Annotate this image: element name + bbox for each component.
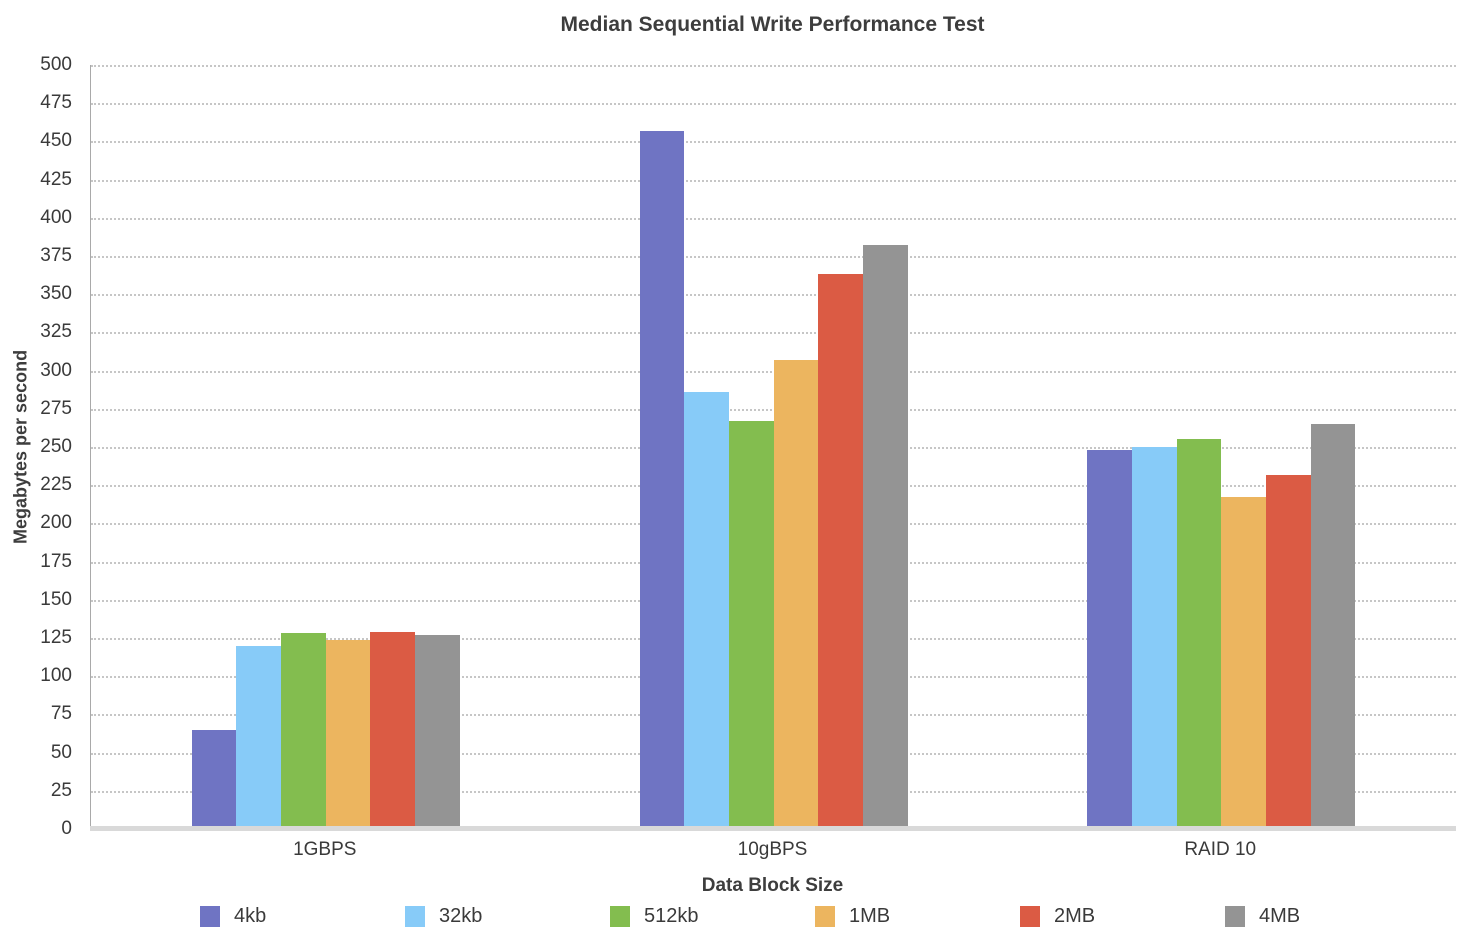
gridline: [91, 332, 1456, 335]
legend-label: 1MB: [849, 905, 891, 927]
bar-1MB-1GBPS: [325, 639, 371, 829]
bar-32kb-1GBPS: [236, 645, 282, 829]
bar-32kb-RAID 10: [1131, 447, 1177, 829]
y-tick-label: 300: [40, 359, 72, 381]
y-tick-label: 150: [40, 588, 72, 610]
y-tick-label: 50: [50, 741, 72, 763]
bar-2MB-RAID 10: [1265, 474, 1311, 829]
y-tick-label: 175: [40, 550, 72, 572]
bar-4MB-10gBPS: [862, 245, 908, 829]
legend-label: 512kb: [644, 905, 699, 927]
bar-group: [191, 65, 460, 829]
bar-512kb-RAID 10: [1176, 439, 1222, 829]
y-tick-label: 400: [40, 206, 72, 228]
bar-4kb-10gBPS: [639, 130, 685, 829]
y-tick-labels: 0 25 50 75 100 125 150 175 200 225 250 275 300 325 350…: [0, 54, 82, 839]
y-tick-label: 25: [50, 779, 72, 801]
legend: 4kb 32kb 512kb 1MB 2MB 4MB: [200, 905, 1430, 928]
x-axis-line: [90, 826, 1456, 831]
y-tick-label: 325: [40, 321, 72, 343]
legend-item-1MB: 1MB: [815, 905, 1020, 928]
y-tick-label: 200: [40, 512, 72, 534]
bar-2MB-10gBPS: [818, 274, 863, 829]
bar-2MB-1GBPS: [370, 631, 416, 829]
legend-label: 4kb: [234, 905, 267, 927]
y-tick-label: 75: [50, 703, 72, 725]
bar-group: [639, 65, 908, 829]
gridline: [91, 408, 1456, 411]
y-tick-label: 250: [40, 436, 72, 457]
bar-4kb-1GBPS: [191, 729, 237, 829]
y-tick-label: 100: [40, 665, 72, 687]
x-category-label: 1GBPS: [293, 839, 357, 860]
bar-4kb-RAID 10: [1087, 450, 1132, 829]
legend-item-4MB: 4MB: [1225, 905, 1430, 928]
x-category-label: RAID 10: [1184, 839, 1257, 860]
legend-label: 4MB: [1259, 905, 1301, 927]
bar-4MB-1GBPS: [415, 634, 460, 829]
plot-area: [90, 65, 1456, 831]
y-tick-label: 475: [40, 92, 72, 114]
x-category-labels: 1GBPS 10gBPS RAID 10: [90, 839, 1455, 867]
gridline: [91, 65, 1456, 67]
gridline: [91, 294, 1456, 297]
x-category-label: 10gBPS: [737, 839, 808, 860]
legend-swatch: [610, 906, 630, 927]
bar-1MB-10gBPS: [773, 359, 819, 829]
legend-item-32kb: 32kb: [405, 905, 610, 928]
gridline: [91, 370, 1456, 373]
bar-group: [1087, 65, 1356, 829]
y-tick-label: 500: [40, 54, 72, 75]
legend-label: 32kb: [439, 905, 483, 927]
gridline: [91, 179, 1456, 182]
y-tick-label: 425: [40, 168, 72, 190]
y-tick-label: 125: [40, 627, 72, 648]
gridline: [91, 103, 1456, 106]
legend-swatch: [815, 906, 835, 927]
bar-1MB-RAID 10: [1221, 497, 1266, 829]
y-tick-label: 275: [40, 397, 72, 419]
y-tick-label: 450: [40, 130, 72, 152]
chart-title: Median Sequential Write Performance Test: [560, 13, 985, 36]
legend-label: 2MB: [1054, 905, 1096, 927]
legend-item-4kb: 4kb: [200, 905, 405, 928]
legend-item-2MB: 2MB: [1020, 905, 1225, 928]
legend-swatch: [200, 906, 220, 927]
legend-swatch: [1225, 906, 1245, 927]
y-tick-label: 350: [40, 283, 72, 305]
gridline: [91, 256, 1456, 258]
y-tick-label: 225: [40, 474, 72, 496]
legend-swatch: [1020, 906, 1040, 927]
y-tick-label: 375: [40, 245, 72, 266]
bar-4MB-RAID 10: [1310, 424, 1356, 829]
legend-item-512kb: 512kb: [610, 905, 815, 928]
y-tick-label: 0: [61, 818, 72, 839]
x-axis-title: Data Block Size: [701, 875, 844, 896]
legend-swatch: [405, 906, 425, 927]
bar-512kb-1GBPS: [281, 633, 326, 829]
gridline: [91, 217, 1456, 220]
bar-512kb-10gBPS: [728, 421, 774, 829]
gridline: [91, 141, 1456, 144]
bar-32kb-10gBPS: [684, 392, 729, 829]
